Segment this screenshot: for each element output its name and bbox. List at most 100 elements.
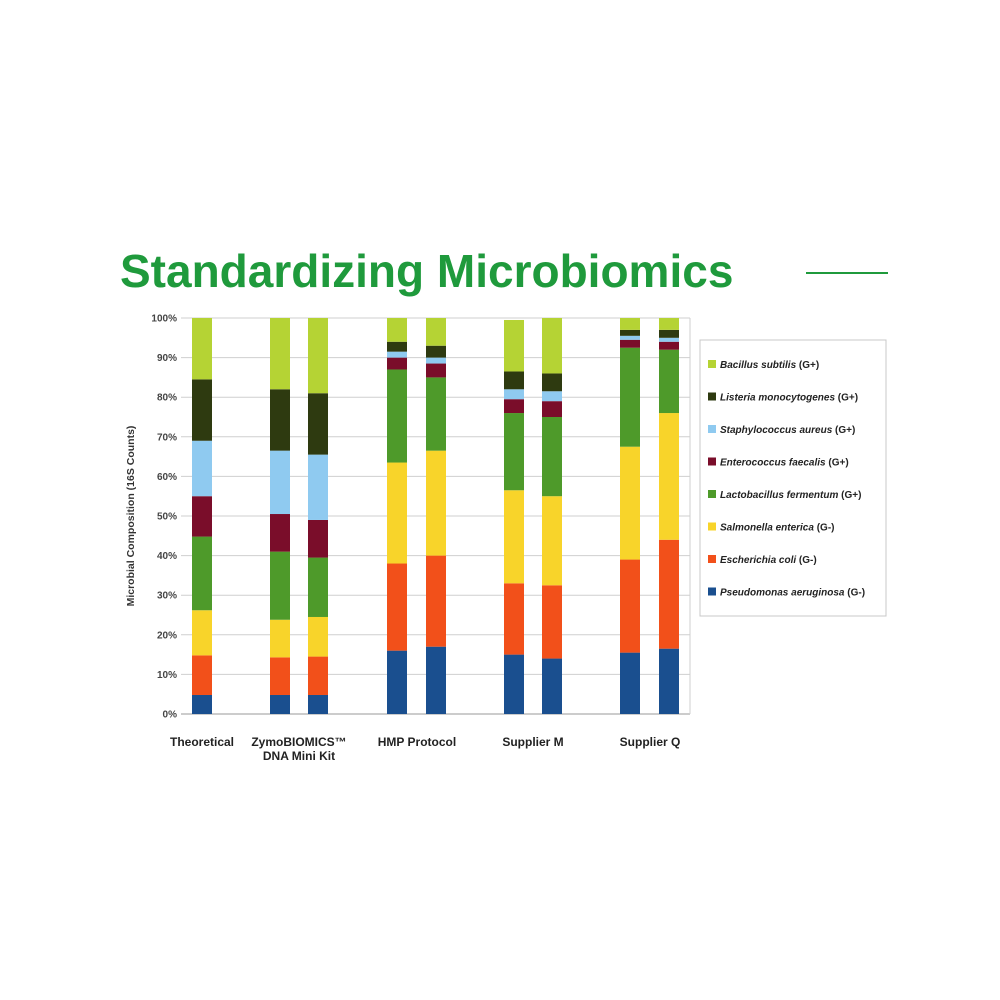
stacked-bars — [192, 318, 679, 714]
y-tick-label: 40% — [157, 551, 177, 562]
legend-label: Listeria monocytogenes (G+) — [720, 393, 858, 404]
bar-segment — [192, 610, 212, 656]
bar-segment — [426, 555, 446, 647]
y-tick-label: 100% — [151, 314, 177, 325]
bar-segment — [387, 462, 407, 564]
bar-segment — [308, 454, 328, 520]
bar-segment — [620, 318, 640, 330]
bar-segment — [192, 655, 212, 695]
bar-segment — [542, 318, 562, 374]
y-axis-title: Microbial Composition (16S Counts) — [125, 426, 137, 607]
bar-segment — [308, 318, 328, 394]
bar-segment — [542, 496, 562, 586]
category-label: HMP Protocol — [378, 735, 456, 749]
bar-segment — [504, 389, 524, 400]
legend-label: Enterococcus faecalis (G+) — [720, 458, 849, 469]
bar-segment — [270, 389, 290, 451]
bar-segment — [542, 658, 562, 714]
y-tick-label: 80% — [157, 393, 177, 404]
bar-segment — [270, 318, 290, 390]
bar-segment — [620, 652, 640, 714]
bar-segment — [426, 450, 446, 556]
bar-segment — [620, 339, 640, 348]
legend-swatch — [708, 490, 716, 498]
y-tick-label: 20% — [157, 630, 177, 641]
y-tick-labels: 0% 10% 20% 30% 40% 50% 60% 70% 80% 90% 100% — [151, 314, 177, 721]
bar-segment — [542, 391, 562, 402]
bar-segment — [620, 329, 640, 336]
bar-segment — [308, 557, 328, 617]
bar-segment — [659, 413, 679, 540]
legend-label: Salmonella enterica (G-) — [720, 523, 834, 534]
legend-label: Escherichia coli (G-) — [720, 555, 817, 566]
y-tick-label: 10% — [157, 670, 177, 681]
legend-swatch — [708, 555, 716, 563]
bar-segment — [387, 563, 407, 651]
bar-segment — [659, 318, 679, 330]
bar-segment — [659, 337, 679, 342]
bar-segment — [659, 539, 679, 649]
bar-segment — [387, 650, 407, 714]
page-title: Standardizing Microbiomics — [120, 245, 733, 297]
category-label: ZymoBIOMICS™ — [251, 735, 346, 749]
y-tick-label: 50% — [157, 512, 177, 523]
legend-box — [699, 339, 887, 617]
bar-segment — [192, 318, 212, 380]
bar-segment — [387, 369, 407, 463]
bar-segment — [308, 656, 328, 695]
bar-segment — [659, 341, 679, 350]
bar-segment — [192, 694, 212, 714]
bar-segment — [542, 417, 562, 497]
bar-segment — [659, 349, 679, 414]
bar-segment — [387, 357, 407, 370]
legend: Bacillus subtilis (G+) Listeria monocytog… — [699, 339, 887, 617]
bar-segment — [620, 559, 640, 653]
bar-segment — [426, 363, 446, 378]
bar-segment — [426, 318, 446, 346]
bar-segment — [387, 341, 407, 352]
legend-items: Bacillus subtilis (G+) Listeria monocytog… — [708, 360, 865, 599]
y-tick-label: 70% — [157, 432, 177, 443]
legend-swatch — [708, 587, 716, 596]
y-tick-label: 60% — [157, 472, 177, 483]
y-tick-label: 30% — [157, 591, 177, 602]
bar-segment — [270, 514, 290, 552]
bar-segment — [308, 616, 328, 657]
bar-segment — [387, 351, 407, 358]
bar-segment — [270, 694, 290, 714]
bar-segment — [270, 551, 290, 620]
category-label: DNA Mini Kit — [263, 749, 335, 763]
legend-label: Lactobacillus fermentum (G+) — [720, 490, 861, 501]
bar-segment — [620, 347, 640, 447]
legend-swatch — [708, 457, 716, 466]
bar-segment — [308, 393, 328, 455]
bar-segment — [426, 646, 446, 714]
legend-swatch — [708, 522, 716, 531]
bar-segment — [426, 377, 446, 451]
bar-segment — [270, 619, 290, 658]
bar-segment — [542, 401, 562, 417]
y-tick-label: 90% — [157, 353, 177, 364]
y-tick-label: 0% — [163, 710, 178, 721]
bar-segment — [270, 657, 290, 695]
bar-segment — [504, 654, 524, 714]
bar-segment — [192, 440, 212, 497]
bar-segment — [504, 319, 524, 372]
bar-segment — [542, 585, 562, 659]
bar-segment — [504, 583, 524, 655]
legend-label: Pseudomonas aeruginosa (G-) — [720, 588, 865, 599]
bar-segment — [620, 335, 640, 340]
bar-segment — [192, 379, 212, 441]
bar-segment — [542, 373, 562, 392]
legend-swatch — [708, 360, 716, 368]
bar-segment — [270, 450, 290, 515]
bar-segment — [192, 496, 212, 537]
bar-segment — [504, 490, 524, 584]
bar-segment — [426, 345, 446, 358]
category-label: Theoretical — [170, 735, 234, 749]
bar-segment — [387, 318, 407, 342]
bar-segment — [308, 694, 328, 714]
bar-segment — [659, 329, 679, 338]
legend-label: Staphylococcus aureus (G+) — [720, 425, 855, 436]
